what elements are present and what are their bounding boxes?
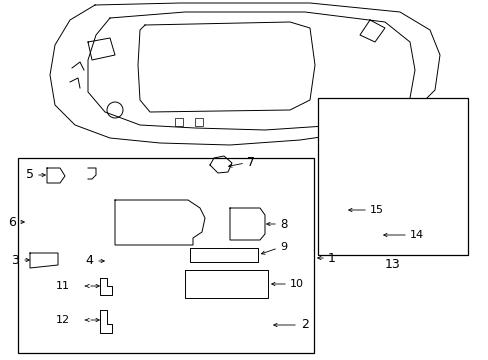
- Bar: [191, 276, 224, 290]
- Bar: [195, 118, 203, 126]
- Text: 6: 6: [8, 216, 16, 229]
- Text: 12: 12: [56, 315, 70, 325]
- Bar: [153, 324, 167, 334]
- Text: 14: 14: [409, 230, 423, 240]
- Text: 13: 13: [385, 257, 400, 270]
- Bar: [153, 306, 184, 320]
- Text: 10: 10: [289, 279, 304, 289]
- Bar: [193, 308, 210, 342]
- Text: 3: 3: [11, 253, 19, 266]
- Bar: [235, 276, 260, 290]
- Text: 4: 4: [85, 255, 93, 267]
- Text: 2: 2: [301, 319, 308, 332]
- Bar: [170, 324, 183, 334]
- Text: 1: 1: [327, 252, 335, 265]
- Bar: [122, 207, 177, 239]
- Text: 11: 11: [56, 281, 70, 291]
- Text: 7: 7: [246, 156, 254, 168]
- Bar: [153, 212, 173, 224]
- Text: 5: 5: [26, 168, 34, 181]
- Bar: [18, 158, 313, 353]
- Bar: [236, 251, 249, 258]
- Bar: [127, 212, 149, 224]
- Bar: [216, 308, 234, 342]
- Bar: [317, 98, 467, 255]
- Bar: [175, 118, 183, 126]
- Text: 9: 9: [280, 242, 286, 252]
- Bar: [364, 108, 378, 122]
- Bar: [239, 308, 257, 342]
- Text: 8: 8: [280, 217, 287, 230]
- Bar: [216, 251, 229, 258]
- Bar: [271, 208, 284, 220]
- Bar: [196, 251, 209, 258]
- Text: 15: 15: [369, 205, 383, 215]
- Bar: [153, 337, 184, 345]
